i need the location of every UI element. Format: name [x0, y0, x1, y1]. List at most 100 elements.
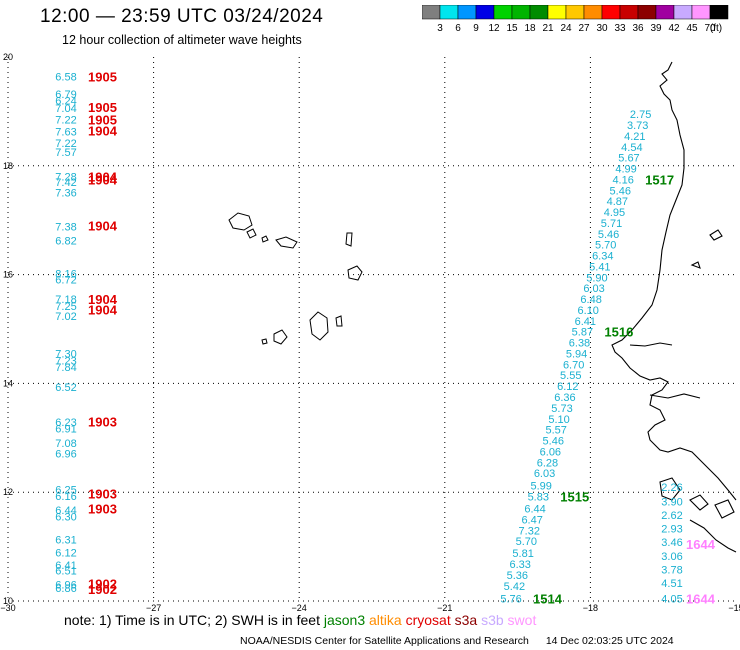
wave-height-value: 7.36: [55, 187, 76, 199]
wave-height-value: 6.86: [55, 583, 76, 595]
africa-coastline: [611, 61, 737, 553]
wave-height-value: 7.22: [55, 115, 76, 127]
wave-height-value: 7.32: [519, 525, 540, 537]
colorbar-tick-label: 27: [578, 23, 590, 34]
credit-timestamp: 14 Dec 02:03:25 UTC 2024: [545, 635, 674, 647]
casamance-coast: [649, 393, 701, 399]
wave-height-value: 2.26: [661, 482, 682, 494]
legend-swot: swot: [507, 612, 537, 628]
colorbar-tick-label: 6: [455, 23, 461, 34]
mauritania-senegal-coast: [611, 61, 737, 501]
wave-height-value: 6.16: [55, 491, 76, 503]
lat-tick-label: 14: [3, 378, 13, 388]
colorbar-tick-label: 39: [650, 23, 662, 34]
wave-height-value: 7.38: [55, 222, 76, 234]
island-santo-antao: [228, 212, 253, 231]
lat-tick-label: 12: [3, 487, 13, 497]
lon-tick-label: −24: [292, 603, 307, 612]
wave-height-value: 7.08: [55, 438, 76, 450]
pass-time-label: 1904: [88, 123, 118, 138]
wave-height-value: 6.03: [583, 283, 604, 295]
wave-height-value: 4.21: [624, 131, 645, 143]
pass-time-label: 1516: [604, 325, 633, 340]
lat-tick-label: 16: [3, 270, 13, 280]
wave-height-value: 6.34: [592, 251, 613, 263]
track-west-values: 6.586.796.247.047.227.637.227.577.287.42…: [55, 70, 117, 597]
pass-time-label: 1904: [88, 302, 118, 317]
lon-tick-label: −15: [728, 603, 740, 612]
colorbar-tick-label: 15: [506, 23, 518, 34]
wave-height-value: 4.16: [612, 174, 633, 186]
wave-height-value: 2.93: [661, 524, 682, 536]
wave-height-value: 7.18: [55, 294, 76, 306]
wave-height-value: 5.90: [586, 272, 607, 284]
note-line: note: 1) Time is in UTC; 2) SWH is in fe…: [64, 612, 536, 628]
map-subtitle: 12 hour collection of altimeter wave hei…: [62, 33, 302, 47]
wave-height-value: 6.28: [537, 457, 558, 469]
pass-time-label: 1904: [88, 219, 118, 234]
lat-tick-label: 20: [3, 52, 13, 62]
lon-tick-label: −18: [583, 603, 598, 612]
wave-height-value: 7.23: [55, 356, 76, 368]
pass-time-label: 1902: [88, 577, 117, 592]
map-title: 12:00 — 23:59 UTC 03/24/2024: [40, 6, 324, 27]
island-fogo: [273, 329, 288, 345]
cape-verde-islands: [228, 212, 363, 345]
island-sal: [345, 232, 353, 247]
lake-a: [709, 229, 723, 241]
pass-time-label: 1905: [88, 100, 117, 115]
wave-height-value: 3.78: [661, 564, 682, 576]
wave-height-value: 6.33: [510, 559, 531, 571]
pass-time-label: 1514: [533, 591, 563, 606]
wave-height-value: 6.96: [55, 580, 76, 592]
wave-height-value: 6.47: [521, 514, 542, 526]
wave-height-value: 6.36: [554, 392, 575, 404]
wave-height-value: 5.46: [610, 185, 631, 197]
wave-height-value: 6.10: [578, 305, 599, 317]
lake-b: [690, 261, 701, 269]
wave-height-value: 2.62: [661, 510, 682, 522]
wave-height-value: 6.51: [55, 566, 76, 578]
wave-height-value: 7.04: [55, 103, 76, 115]
wave-height-value: 7.57: [55, 147, 76, 159]
pass-time-label: 1644: [686, 591, 716, 606]
legend-s3b: s3b: [481, 612, 504, 628]
wave-height-value: 6.58: [55, 72, 76, 84]
credit-line: NOAA/NESDIS Center for Satellite Applica…: [240, 635, 674, 647]
wave-height-value: 3.73: [627, 120, 648, 132]
wave-height-value: 7.84: [55, 362, 76, 374]
pass-time-label: 1903: [88, 486, 117, 501]
wave-height-value: 6.23: [55, 417, 76, 429]
wave-height-value: 6.91: [55, 424, 76, 436]
wave-height-value: 6.12: [55, 548, 76, 560]
wave-height-value: 5.55: [560, 370, 581, 382]
pass-time-label: 1902: [88, 582, 117, 597]
island-santiago: [309, 311, 329, 341]
guinea-bissau-islands: [659, 477, 681, 501]
wave-height-value: 6.41: [575, 316, 596, 328]
guinea-islands-b: [714, 499, 735, 519]
wave-height-value: 6.44: [524, 504, 545, 516]
lon-tick-label: −27: [146, 603, 161, 612]
wave-height-value: 7.28: [55, 172, 76, 184]
wave-height-value: 6.12: [557, 381, 578, 393]
wave-height-value: 3.46: [661, 537, 682, 549]
wave-height-value: 6.70: [563, 359, 584, 371]
wave-height-value: 5.57: [545, 425, 566, 437]
colorbar-legend: 3 6 9 12 15 18 21 24 27 30 33 36 39 42 45 70(ft): [422, 5, 729, 34]
colorbar-unit: (ft): [710, 23, 722, 34]
wave-height-value: 5.71: [601, 218, 622, 230]
colorbar-swatch: [709, 5, 729, 20]
lon-tick-label: −21: [437, 603, 452, 612]
colorbar-tick-label: 30: [596, 23, 608, 34]
wave-height-value: 6.82: [55, 235, 76, 247]
pass-time-label: 1515: [560, 490, 589, 505]
wave-height-value: 7.25: [55, 301, 76, 313]
wave-height-value: 3.06: [661, 551, 682, 563]
legend-s3a: s3a: [454, 612, 478, 628]
lon-tick-label: −30: [0, 603, 15, 612]
colorbar-tick-label: 24: [560, 23, 572, 34]
wave-height-value: 4.95: [604, 207, 625, 219]
colorbar-tick-label: 42: [668, 23, 680, 34]
wave-height-value: 6.30: [55, 512, 76, 524]
